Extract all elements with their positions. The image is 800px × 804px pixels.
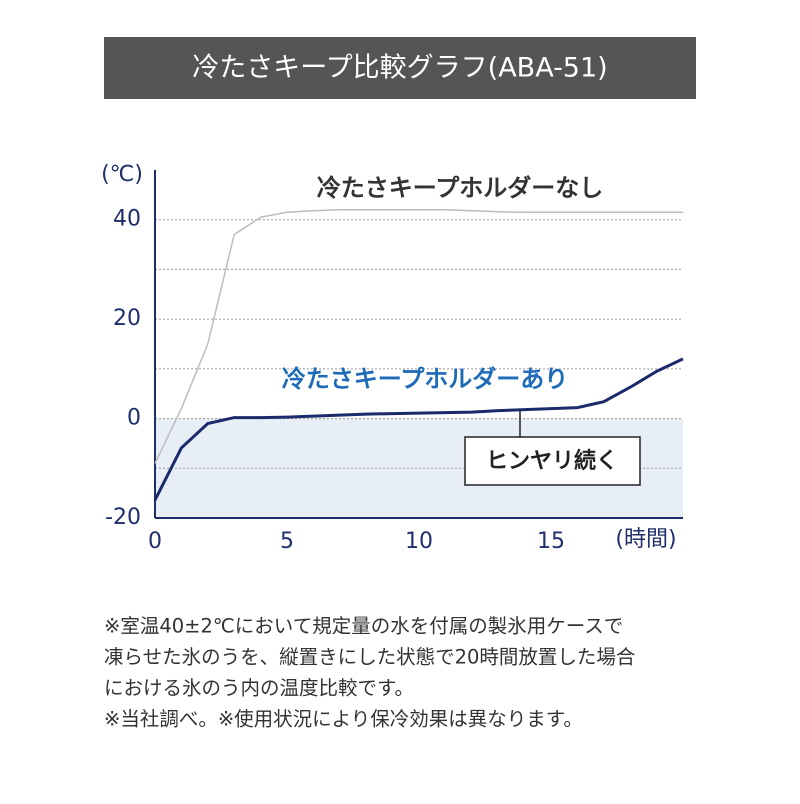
y-tick-label: 40 [113,207,141,232]
annotation-box [464,436,641,486]
footnote-line: ※当社調べ。※使用状況により保冷効果は異なります。 [104,708,583,731]
annotation: ヒンヤリ続く [486,448,618,474]
series-label: 冷たさキープホルダーあり [282,365,569,393]
series-label: 冷たさキープホルダーなし [317,174,604,202]
y-tick-label: 20 [113,306,141,331]
footnote-line: における氷のう内の温度比較です。 [104,677,414,700]
x-tick-label: 15 [537,529,565,554]
x-tick-label: 5 [280,529,294,554]
series-line [153,357,684,501]
footnote-line: ※室温40±2℃において規定量の水を付属の製氷用ケースで [104,615,623,638]
footnote-line: 凍らせた氷のうを、縦置きにした状態で20時間放置した場合 [104,646,635,669]
series-line [154,209,683,464]
y-tick-label: 0 [127,406,141,431]
x-tick-label: 0 [148,529,162,554]
x-axis-label: (時間) [615,527,676,552]
chart-title: 冷たさキープ比較グラフ(ABA-51) [192,53,607,84]
title-banner [104,37,696,99]
x-tick-label: 10 [405,529,433,554]
y-tick-label: -20 [105,505,141,530]
y-axis-label: (℃) [101,162,143,187]
